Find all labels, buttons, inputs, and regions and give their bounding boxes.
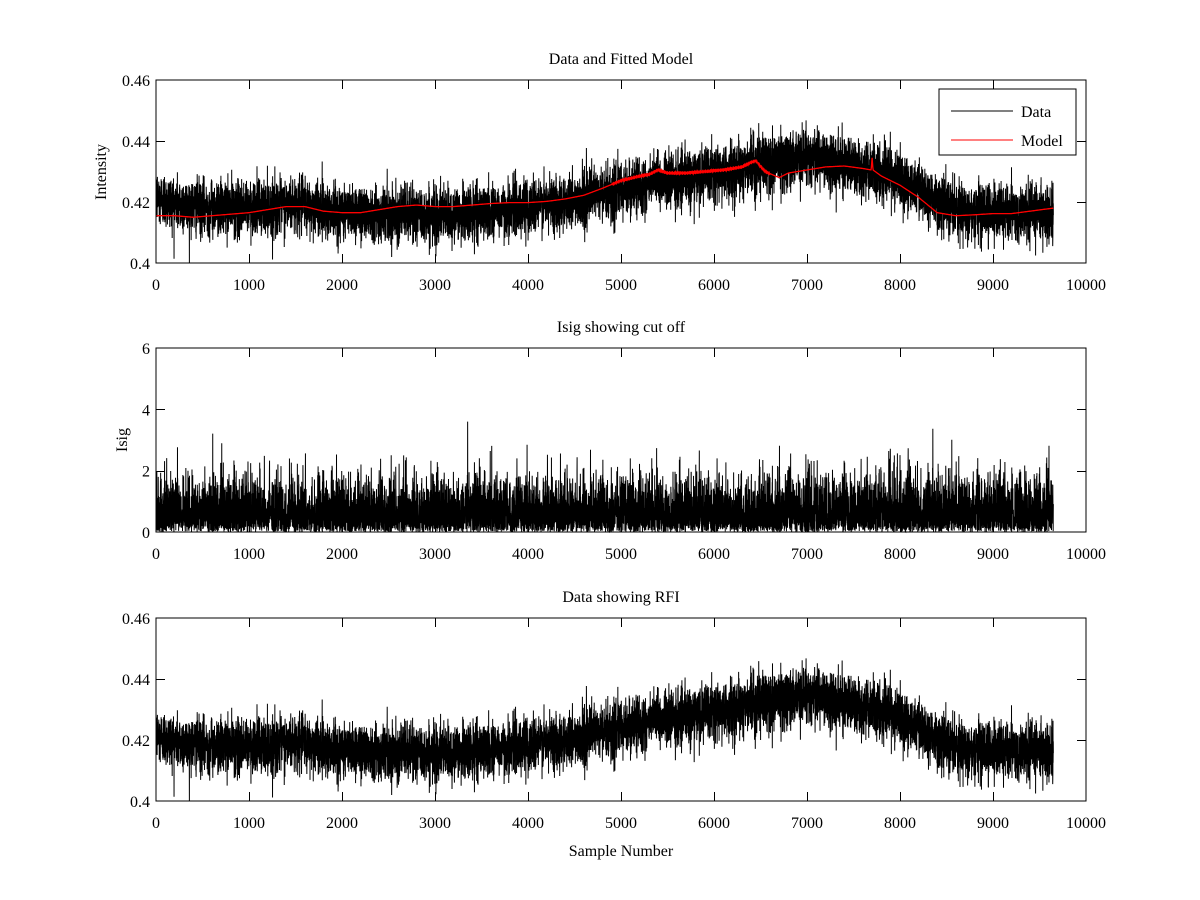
y-tick-label: 0.46 (122, 611, 150, 628)
x-tick-label: 3000 (419, 277, 451, 294)
series-data-line (155, 120, 1054, 264)
subplot-title: Data and Fitted Model (549, 51, 694, 68)
y-tick-label: 0.44 (122, 672, 150, 689)
y-tick-label: 0.4 (130, 256, 150, 273)
y-tick-label: 6 (142, 341, 150, 358)
y-tick-label: 0.42 (122, 733, 150, 750)
x-tick-label: 1000 (233, 277, 265, 294)
x-tick-label: 5000 (605, 815, 637, 832)
x-tick-label: 6000 (698, 815, 730, 832)
y-tick-label: 0.44 (122, 134, 150, 151)
legend-label-data: Data (1021, 104, 1051, 121)
legend: Data Model (938, 88, 1077, 156)
x-tick-label: 5000 (605, 546, 637, 563)
x-tick-label: 8000 (884, 277, 916, 294)
subplot-title: Isig showing cut off (557, 319, 686, 336)
subplot-data-showing-rfi: Data showing RFI Sample Number 0 1000 2000… (122, 589, 1106, 860)
subplot-isig-showing-cut-off: Isig showing cut off Isig 0 1000 2000 3000 4… (114, 319, 1106, 563)
y-tick-label: 0.46 (122, 73, 150, 90)
x-tick-label: 1000 (233, 546, 265, 563)
subplot-data-and-fitted-model: Data and Fitted Model Intensity 0 1000 200… (93, 51, 1106, 294)
x-tick-label: 6000 (698, 546, 730, 563)
y-tick-label: 4 (142, 402, 150, 419)
x-tick-label: 2000 (326, 546, 358, 563)
x-tick-label: 4000 (512, 277, 544, 294)
x-tick-label: 7000 (791, 546, 823, 563)
x-tick-label: 5000 (605, 277, 637, 294)
y-tick-label: 0.4 (130, 794, 150, 811)
x-tick-label: 8000 (884, 815, 916, 832)
x-tick-label: 3000 (419, 546, 451, 563)
x-tick-label: 7000 (791, 277, 823, 294)
series-isig-line (155, 421, 1054, 534)
subplot-title: Data showing RFI (562, 589, 679, 606)
legend-box (938, 88, 1077, 156)
y-tick-label: 0.42 (122, 195, 150, 212)
x-tick-label: 2000 (326, 815, 358, 832)
x-tick-label: 0 (152, 546, 160, 563)
x-tick-label: 7000 (791, 815, 823, 832)
x-tick-label: 9000 (977, 277, 1009, 294)
x-tick-label: 2000 (326, 277, 358, 294)
y-axis-label: Isig (114, 428, 131, 452)
x-tick-label: 10000 (1066, 546, 1106, 563)
x-tick-label: 10000 (1066, 277, 1106, 294)
x-tick-label: 3000 (419, 815, 451, 832)
x-tick-label: 0 (152, 815, 160, 832)
x-tick-label: 9000 (977, 815, 1009, 832)
x-tick-label: 4000 (512, 815, 544, 832)
x-axis-label: Sample Number (569, 843, 674, 860)
x-tick-label: 8000 (884, 546, 916, 563)
series-rfi-data-line (155, 658, 1054, 802)
y-tick-label: 0 (142, 525, 150, 542)
series-model-line (156, 157, 1054, 218)
y-tick-label: 2 (142, 464, 150, 481)
x-tick-label: 6000 (698, 277, 730, 294)
x-tick-label: 1000 (233, 815, 265, 832)
x-tick-label: 0 (152, 277, 160, 294)
y-axis-label: Intensity (93, 144, 110, 200)
x-tick-label: 9000 (977, 546, 1009, 563)
x-tick-label: 4000 (512, 546, 544, 563)
legend-label-model: Model (1021, 133, 1063, 150)
x-tick-label: 10000 (1066, 815, 1106, 832)
